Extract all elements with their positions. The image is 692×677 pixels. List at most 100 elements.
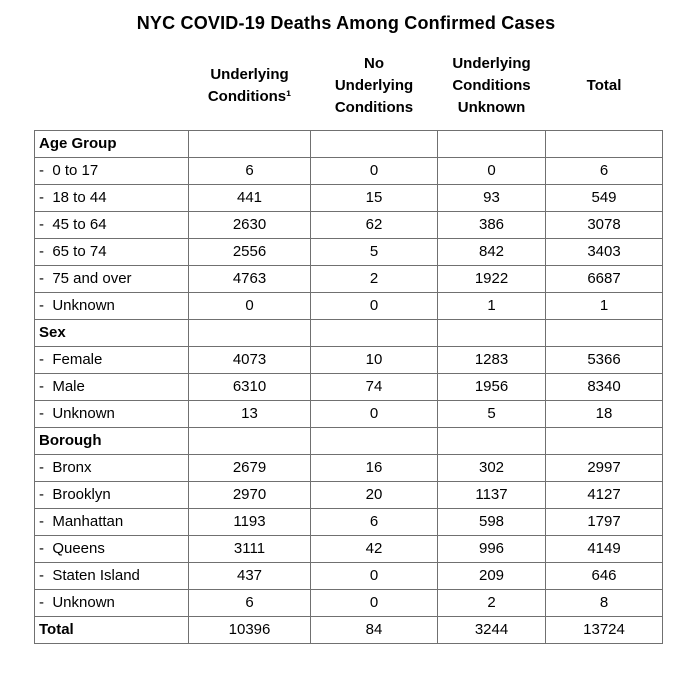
- data-cell: [188, 318, 311, 347]
- table-row-borough-unknown: - Unknown 6 0 2 8: [34, 588, 663, 617]
- data-cell: 2: [437, 588, 546, 617]
- data-cell: [188, 426, 311, 455]
- data-cell: 2970: [188, 480, 311, 509]
- empty-header-cell: [35, 42, 189, 130]
- section-row-sex: Sex: [34, 318, 663, 347]
- row-label: - Manhattan: [34, 507, 189, 536]
- row-label: - Staten Island: [34, 561, 189, 590]
- row-label: - Unknown: [34, 588, 189, 617]
- data-cell: 1797: [545, 507, 663, 536]
- data-cell: 646: [545, 561, 663, 590]
- data-cell: 2679: [188, 453, 311, 482]
- data-cell: 0: [310, 291, 438, 320]
- data-cell: 15: [310, 183, 438, 212]
- table-row-queens: - Queens 3111 42 996 4149: [34, 534, 663, 563]
- data-cell: [437, 426, 546, 455]
- data-cell: [545, 129, 663, 158]
- data-cell: [437, 129, 546, 158]
- data-cell: 0: [310, 399, 438, 428]
- row-label: - 45 to 64: [34, 210, 189, 239]
- data-cell: 74: [310, 372, 438, 401]
- data-cell: 2630: [188, 210, 311, 239]
- total-cell: 84: [310, 615, 438, 644]
- data-cell: 2997: [545, 453, 663, 482]
- data-cell: 0: [310, 561, 438, 590]
- total-cell: 13724: [545, 615, 663, 644]
- data-cell: 62: [310, 210, 438, 239]
- table-row-age-unknown: - Unknown 0 0 1 1: [34, 291, 663, 320]
- row-label: - Unknown: [34, 291, 189, 320]
- total-cell: 10396: [188, 615, 311, 644]
- row-label: - 0 to 17: [34, 156, 189, 185]
- data-cell: 1283: [437, 345, 546, 374]
- data-cell: 6310: [188, 372, 311, 401]
- table-row-sex-unknown: - Unknown 13 0 5 18: [34, 399, 663, 428]
- table-row-manhattan: - Manhattan 1193 6 598 1797: [34, 507, 663, 536]
- data-cell: 8: [545, 588, 663, 617]
- section-row-age-group: Age Group: [34, 129, 663, 158]
- data-cell: 6: [310, 507, 438, 536]
- data-cell: 5: [437, 399, 546, 428]
- data-cell: 42: [310, 534, 438, 563]
- data-cell: 441: [188, 183, 311, 212]
- data-cell: 209: [437, 561, 546, 590]
- data-cell: 1193: [188, 507, 311, 536]
- data-cell: [545, 318, 663, 347]
- data-cell: 3403: [545, 237, 663, 266]
- data-cell: 4073: [188, 345, 311, 374]
- table-row-female: - Female 4073 10 1283 5366: [34, 345, 663, 374]
- table-row-45-to-64: - 45 to 64 2630 62 386 3078: [34, 210, 663, 239]
- total-row: Total 10396 84 3244 13724: [34, 615, 663, 644]
- row-label: - Male: [34, 372, 189, 401]
- data-cell: 20: [310, 480, 438, 509]
- data-cell: 4127: [545, 480, 663, 509]
- data-cell: [310, 426, 438, 455]
- table-row-65-to-74: - 65 to 74 2556 5 842 3403: [34, 237, 663, 266]
- data-cell: 18: [545, 399, 663, 428]
- table-row-male: - Male 6310 74 1956 8340: [34, 372, 663, 401]
- row-label: - Female: [34, 345, 189, 374]
- row-label: - 75 and over: [34, 264, 189, 293]
- column-header-no-underlying-conditions: No Underlying Conditions: [334, 55, 414, 116]
- total-label: Total: [34, 615, 189, 644]
- data-cell: 2: [310, 264, 438, 293]
- data-cell: [545, 426, 663, 455]
- column-header-underlying-conditions-unknown: Underlying Conditions Unknown: [452, 55, 531, 116]
- total-cell: 3244: [437, 615, 546, 644]
- data-cell: 996: [437, 534, 546, 563]
- data-cell: 5: [310, 237, 438, 266]
- data-cell: 302: [437, 453, 546, 482]
- row-label: - Brooklyn: [34, 480, 189, 509]
- section-label: Age Group: [34, 129, 189, 158]
- header-row: Underlying Conditions¹ No Underlying Con…: [35, 42, 663, 130]
- section-row-borough: Borough: [34, 426, 663, 455]
- data-cell: [310, 129, 438, 158]
- data-cell: 0: [310, 156, 438, 185]
- data-cell: 1137: [437, 480, 546, 509]
- data-cell: [310, 318, 438, 347]
- data-cell: 3078: [545, 210, 663, 239]
- data-cell: 598: [437, 507, 546, 536]
- column-header-underlying-conditions: Underlying Conditions¹: [207, 66, 292, 105]
- data-cell: 5366: [545, 345, 663, 374]
- row-label: - 65 to 74: [34, 237, 189, 266]
- column-header-total: Total: [586, 76, 622, 94]
- table-row-75-and-over: - 75 and over 4763 2 1922 6687: [34, 264, 663, 293]
- table-row-0-to-17: - 0 to 17 6 0 0 6: [34, 156, 663, 185]
- data-cell: 6: [545, 156, 663, 185]
- section-label: Sex: [34, 318, 189, 347]
- data-cell: 1: [545, 291, 663, 320]
- data-cell: 8340: [545, 372, 663, 401]
- page: NYC COVID-19 Deaths Among Confirmed Case…: [0, 13, 692, 677]
- data-cell: 6: [188, 588, 311, 617]
- data-cell: 3111: [188, 534, 311, 563]
- row-label: - 18 to 44: [34, 183, 189, 212]
- table-row-staten-island: - Staten Island 437 0 209 646: [34, 561, 663, 590]
- table-row-bronx: - Bronx 2679 16 302 2997: [34, 453, 663, 482]
- data-cell: 842: [437, 237, 546, 266]
- data-cell: 0: [310, 588, 438, 617]
- data-cell: 437: [188, 561, 311, 590]
- data-cell: [437, 318, 546, 347]
- data-cell: 1: [437, 291, 546, 320]
- data-cell: 0: [437, 156, 546, 185]
